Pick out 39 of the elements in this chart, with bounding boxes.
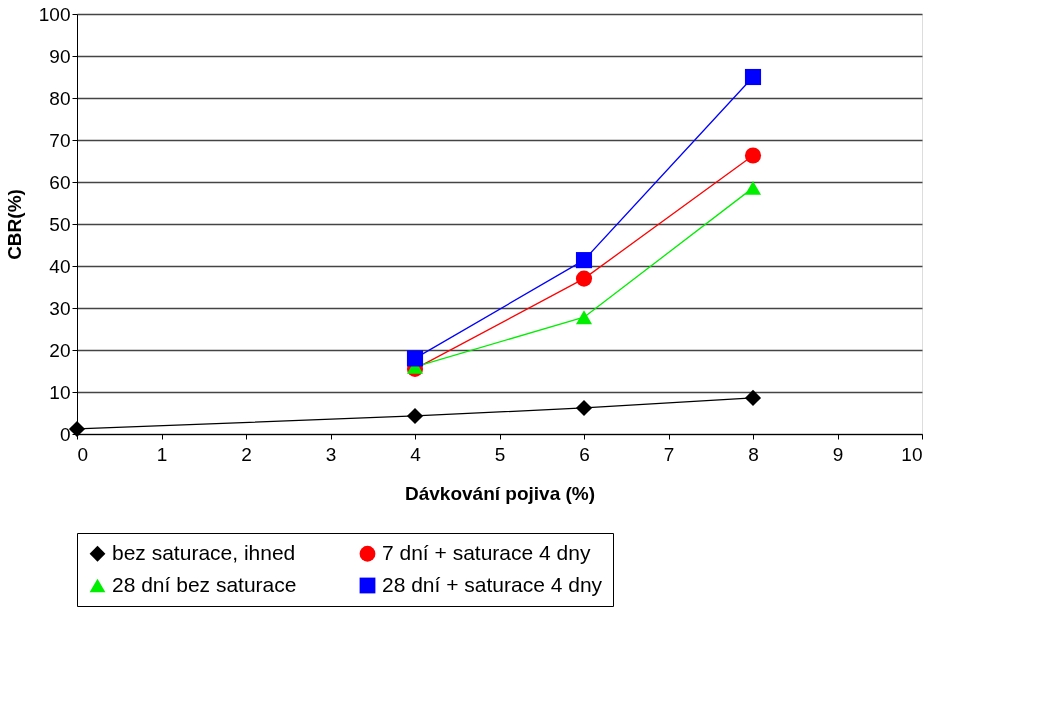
x-tick-label: 3: [325, 443, 337, 465]
x-tick-label: 8: [748, 443, 759, 465]
point: [575, 399, 593, 417]
point: [406, 350, 424, 367]
x-tick-label: 4: [410, 443, 422, 465]
point: [744, 180, 762, 195]
x-tick-label: 9: [832, 443, 844, 465]
y-axis-title: CBR(%): [3, 189, 25, 260]
x-tick-label: 6: [579, 443, 590, 465]
y-tick-label: 0: [59, 423, 71, 445]
y-tick-label: 90: [49, 45, 71, 67]
point: [575, 270, 593, 287]
y-tick-label: 50: [49, 213, 71, 235]
y-tick-label: 20: [49, 339, 71, 361]
point: [744, 147, 762, 164]
x-tick-label: 5: [494, 443, 506, 465]
x-tick-label: 2: [241, 443, 252, 465]
legend-label: 7 dní + saturace 4 dny: [382, 540, 591, 564]
y-tick-label: 100: [38, 3, 71, 25]
point: [744, 389, 762, 406]
legend-label: bez saturace, ihned: [112, 540, 296, 564]
point: [406, 407, 424, 424]
x-tick-label: 1: [156, 443, 168, 465]
y-tick-label: 60: [49, 171, 71, 193]
y-tick-label: 80: [49, 87, 71, 109]
point: [575, 252, 593, 269]
point: [68, 420, 86, 438]
y-tick-label: 10: [49, 381, 71, 403]
point: [575, 310, 593, 325]
x-tick-label: 7: [663, 443, 675, 465]
y-tick-label: 70: [49, 129, 71, 151]
legend-label: 28 dní + saturace 4 dny: [382, 572, 603, 596]
y-tick-label: 30: [49, 297, 71, 319]
x-tick-label: 10: [901, 443, 923, 465]
y-tick-label: 40: [49, 255, 71, 277]
legend-label: 28 dní bez saturace: [112, 572, 297, 596]
x-axis-title: Dávkování pojiva (%): [404, 482, 596, 504]
x-tick-label: 0: [77, 443, 89, 465]
point: [744, 68, 762, 86]
